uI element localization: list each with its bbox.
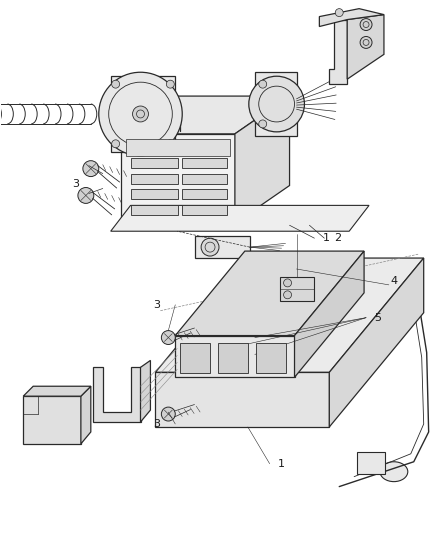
Circle shape <box>201 238 219 256</box>
Ellipse shape <box>380 462 408 482</box>
Polygon shape <box>23 386 91 396</box>
Polygon shape <box>23 396 81 444</box>
Polygon shape <box>319 9 384 27</box>
Circle shape <box>112 80 120 88</box>
Circle shape <box>161 330 175 344</box>
Text: 4: 4 <box>391 276 398 286</box>
Circle shape <box>335 9 343 17</box>
Polygon shape <box>256 343 286 373</box>
Polygon shape <box>235 96 290 223</box>
Polygon shape <box>182 190 227 199</box>
Polygon shape <box>329 20 347 84</box>
Text: 3: 3 <box>72 179 79 189</box>
Polygon shape <box>155 373 329 427</box>
Circle shape <box>78 188 94 204</box>
Polygon shape <box>81 386 91 444</box>
Polygon shape <box>329 258 424 427</box>
Polygon shape <box>111 76 175 152</box>
Circle shape <box>249 321 261 334</box>
Polygon shape <box>182 174 227 183</box>
Circle shape <box>249 342 261 353</box>
Polygon shape <box>347 14 384 79</box>
Polygon shape <box>131 142 178 152</box>
Polygon shape <box>93 367 141 422</box>
Circle shape <box>259 120 267 128</box>
Polygon shape <box>182 205 227 215</box>
Circle shape <box>283 291 292 299</box>
Polygon shape <box>180 343 210 373</box>
Circle shape <box>224 335 236 346</box>
Polygon shape <box>279 277 314 301</box>
Circle shape <box>249 76 304 132</box>
Circle shape <box>224 354 236 366</box>
Circle shape <box>112 140 120 148</box>
Polygon shape <box>175 336 294 377</box>
Polygon shape <box>120 134 235 223</box>
Circle shape <box>283 279 292 287</box>
Polygon shape <box>131 205 178 215</box>
Polygon shape <box>175 251 364 336</box>
Polygon shape <box>218 343 248 373</box>
Polygon shape <box>126 139 230 156</box>
Text: 3: 3 <box>153 419 160 429</box>
Circle shape <box>161 407 175 421</box>
Polygon shape <box>141 360 150 422</box>
Polygon shape <box>255 72 297 136</box>
Text: 2: 2 <box>334 233 341 243</box>
Polygon shape <box>120 96 290 134</box>
Polygon shape <box>111 205 369 231</box>
Polygon shape <box>195 236 250 258</box>
Polygon shape <box>131 174 178 183</box>
Circle shape <box>259 80 267 88</box>
Polygon shape <box>182 142 227 152</box>
Circle shape <box>133 106 148 122</box>
Polygon shape <box>131 190 178 199</box>
Circle shape <box>360 19 372 30</box>
Text: 1: 1 <box>322 233 329 243</box>
Polygon shape <box>182 158 227 168</box>
Text: 5: 5 <box>374 313 381 322</box>
Circle shape <box>166 80 174 88</box>
Circle shape <box>360 36 372 49</box>
Polygon shape <box>357 452 385 474</box>
Circle shape <box>166 140 174 148</box>
Polygon shape <box>131 158 178 168</box>
Polygon shape <box>155 258 424 373</box>
Circle shape <box>83 160 99 176</box>
Text: 3: 3 <box>153 300 160 310</box>
Text: 1: 1 <box>278 459 285 469</box>
Polygon shape <box>294 251 364 377</box>
Circle shape <box>99 72 182 156</box>
